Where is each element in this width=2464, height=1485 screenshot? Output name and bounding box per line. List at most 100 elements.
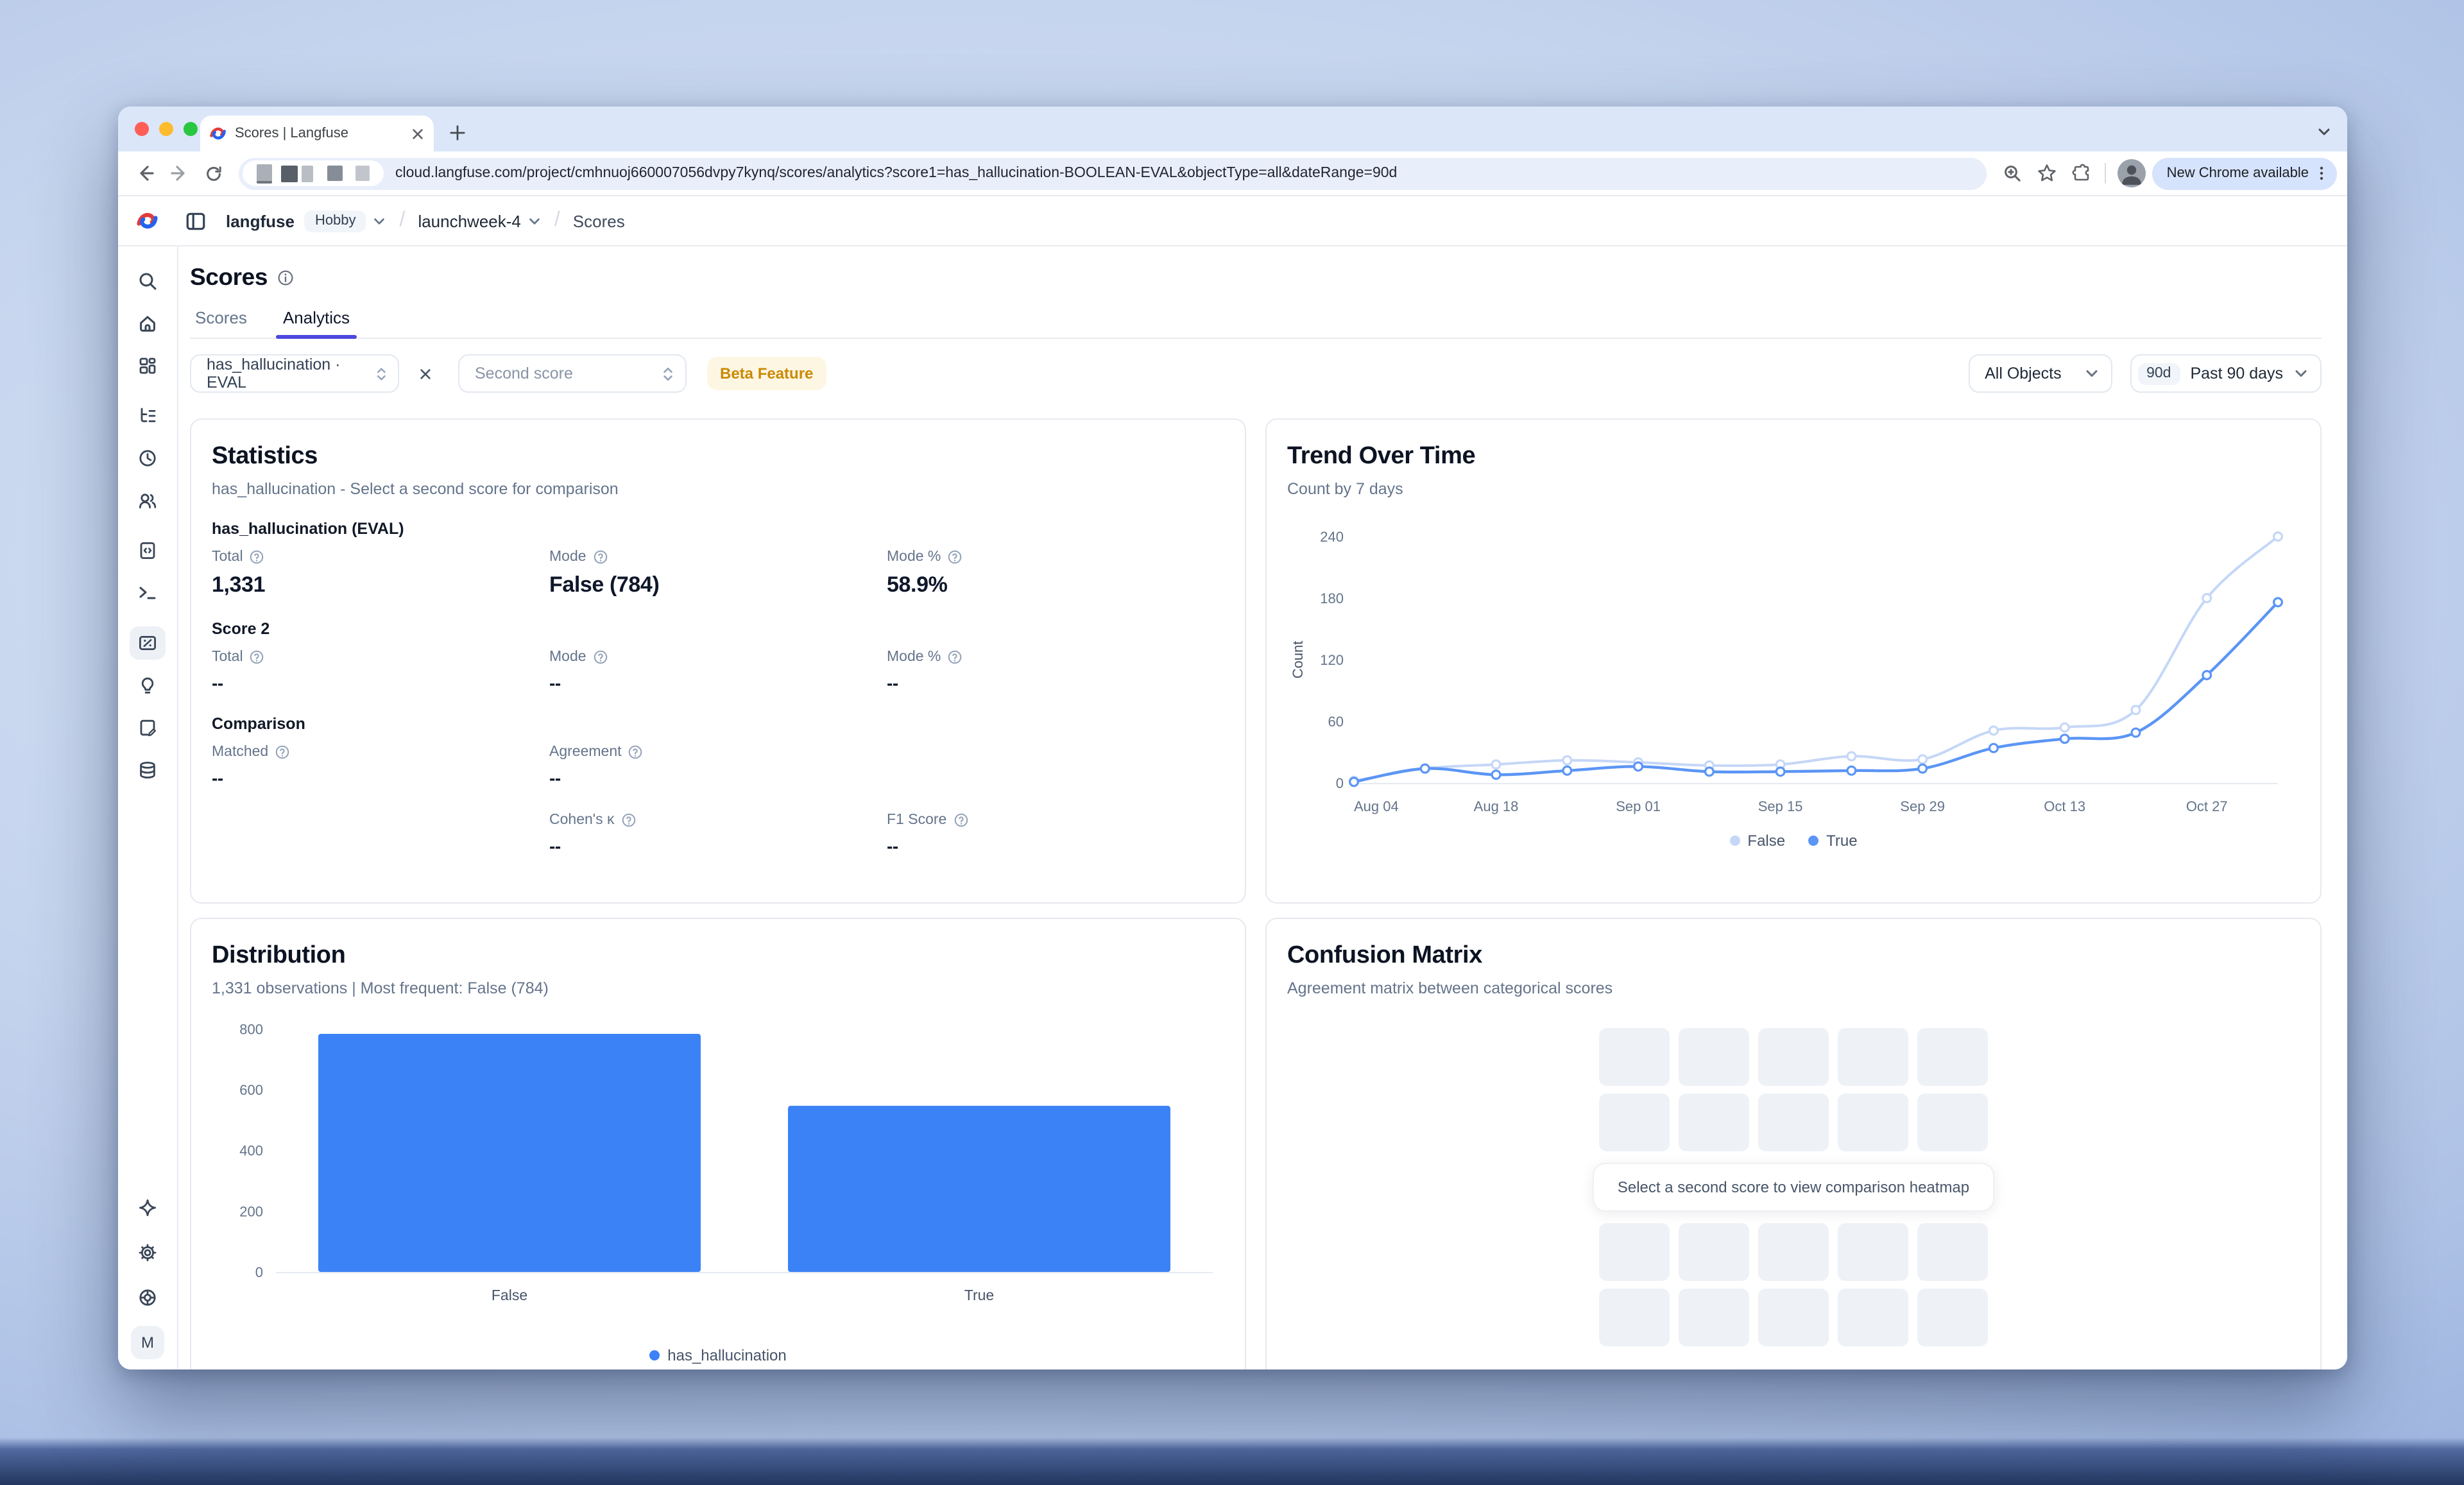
metric-value: -- xyxy=(212,768,223,788)
bookmark-button[interactable] xyxy=(2031,157,2063,189)
site-info-chip[interactable] xyxy=(243,160,384,186)
confusion-cell xyxy=(1758,1028,1829,1086)
sidebar-item-support[interactable] xyxy=(130,1281,166,1314)
forward-icon xyxy=(170,166,184,181)
legend-label-score: has_hallucination xyxy=(667,1346,787,1364)
zoom-page-button[interactable] xyxy=(1996,157,2028,189)
sidebar-toggle-button[interactable] xyxy=(177,204,213,237)
tab-scores[interactable]: Scores xyxy=(195,308,247,327)
sidebar-rail: M xyxy=(118,246,178,1369)
sidebar-item-scores[interactable] xyxy=(130,626,166,660)
chrome-update-label: New Chrome available xyxy=(2166,166,2309,181)
project-switcher-button[interactable] xyxy=(527,214,542,228)
reload-button[interactable] xyxy=(198,157,230,189)
window-controls xyxy=(135,107,198,151)
metric-label: Mode % xyxy=(887,549,941,565)
panel-left-icon xyxy=(185,212,205,230)
date-range-value: Past 90 days xyxy=(2190,365,2283,382)
org-name[interactable]: langfuse xyxy=(226,211,295,230)
object-type-value: All Objects xyxy=(1985,365,2062,382)
breadcrumb-page: Scores xyxy=(572,211,625,230)
zoom-window-button[interactable] xyxy=(184,122,198,136)
clear-score1-button[interactable] xyxy=(409,358,440,389)
tab-analytics[interactable]: Analytics xyxy=(276,308,357,339)
sidebar-item-users[interactable] xyxy=(130,484,166,517)
browser-window: Scores | Langfuse xyxy=(118,107,2347,1369)
score1-heading: has_hallucination (EVAL) xyxy=(212,520,404,538)
distribution-subtitle: 1,331 observations | Most frequent: Fals… xyxy=(212,979,549,997)
profile-avatar[interactable] xyxy=(2118,159,2146,187)
org-switcher-button[interactable] xyxy=(373,214,387,228)
sidebar-item-dashboards[interactable] xyxy=(130,349,166,382)
sidebar-item-home[interactable] xyxy=(130,307,166,340)
help-icon[interactable] xyxy=(593,649,608,665)
help-icon[interactable] xyxy=(250,549,265,565)
date-range-select[interactable]: 90d Past 90 days xyxy=(2130,354,2322,393)
svg-text:0: 0 xyxy=(255,1264,263,1280)
sidebar-item-exports[interactable] xyxy=(130,753,166,787)
close-window-button[interactable] xyxy=(135,122,149,136)
clipboard-pen-icon xyxy=(140,719,156,737)
tab-close-icon[interactable] xyxy=(411,126,425,141)
chrome-update-button[interactable]: New Chrome available xyxy=(2152,157,2337,189)
breadcrumb-separator: / xyxy=(399,209,406,231)
user-avatar[interactable]: M xyxy=(131,1326,164,1359)
metric-value: -- xyxy=(549,836,561,856)
confusion-grid-top xyxy=(1599,1028,1988,1151)
help-icon[interactable] xyxy=(275,744,290,760)
info-icon[interactable] xyxy=(277,269,293,286)
trend-series-true xyxy=(1348,597,2283,787)
svg-text:120: 120 xyxy=(1320,652,1344,668)
help-icon[interactable] xyxy=(250,649,265,665)
sidebar-item-whats-new[interactable] xyxy=(130,1191,166,1224)
metric-value: -- xyxy=(887,673,898,693)
score2-select[interactable]: Second score xyxy=(458,354,687,393)
confusion-cell xyxy=(1679,1028,1749,1086)
score1-select[interactable]: has_hallucination · EVAL xyxy=(190,354,399,393)
metric-label: Matched xyxy=(212,744,269,760)
extensions-button[interactable] xyxy=(2066,157,2098,189)
app-header: langfuse Hobby / launchweek-4 / Scores xyxy=(118,196,2347,246)
more-vertical-icon[interactable] xyxy=(2313,164,2331,182)
minimize-window-button[interactable] xyxy=(159,122,173,136)
chevron-down-icon xyxy=(2085,370,2097,377)
new-tab-button[interactable] xyxy=(441,117,472,148)
svg-text:False: False xyxy=(492,1287,527,1303)
metric-label: F1 Score xyxy=(887,812,947,828)
metric-value: False (784) xyxy=(549,572,660,597)
score2-select-placeholder: Second score xyxy=(475,365,573,382)
sidebar-item-search[interactable] xyxy=(130,264,166,298)
help-icon[interactable] xyxy=(947,549,963,565)
tab-title: Scores | Langfuse xyxy=(235,126,348,141)
help-icon[interactable] xyxy=(947,649,963,665)
sidebar-item-sessions[interactable] xyxy=(130,442,166,475)
sidebar-item-annotations[interactable] xyxy=(130,669,166,702)
help-icon[interactable] xyxy=(953,812,968,828)
help-icon[interactable] xyxy=(593,549,608,565)
redacted-block xyxy=(302,165,313,182)
url-bar[interactable]: cloud.langfuse.com/project/cmhnuoj660007… xyxy=(239,157,1987,189)
sidebar-item-playground[interactable] xyxy=(130,576,166,610)
svg-text:Oct 27: Oct 27 xyxy=(2186,798,2228,814)
object-type-select[interactable]: All Objects xyxy=(1968,354,2112,393)
tab-search-button[interactable] xyxy=(2316,124,2332,140)
help-icon[interactable] xyxy=(621,812,637,828)
browser-tab[interactable]: Scores | Langfuse xyxy=(200,116,434,151)
sidebar-item-prompts[interactable] xyxy=(130,534,166,567)
metric-label: Mode % xyxy=(887,649,941,665)
scores-percent-icon xyxy=(139,636,157,651)
sidebar-item-datasets[interactable] xyxy=(130,711,166,744)
metric-label: Mode xyxy=(549,649,586,665)
confusion-cell xyxy=(1679,1289,1749,1346)
forward-button[interactable] xyxy=(163,157,195,189)
sidebar-item-tracing[interactable] xyxy=(130,399,166,433)
back-button[interactable] xyxy=(128,157,160,189)
statistics-title: Statistics xyxy=(212,443,318,470)
project-name[interactable]: launchweek-4 xyxy=(418,211,521,230)
redacted-block xyxy=(257,164,272,183)
trend-y-axis: 0 60 120 180 240 xyxy=(1320,529,1344,791)
confusion-placeholder: Select a second score to view comparison… xyxy=(1287,1028,2300,1346)
sidebar-item-settings[interactable] xyxy=(130,1236,166,1269)
help-icon[interactable] xyxy=(628,744,644,760)
